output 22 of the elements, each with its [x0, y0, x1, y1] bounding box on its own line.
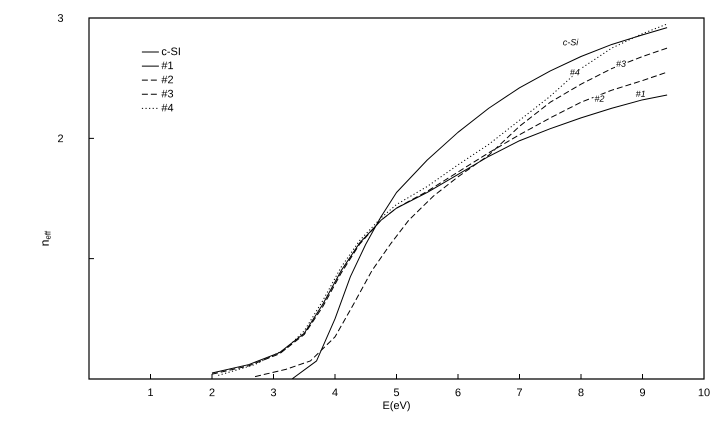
x-tick-label: 7 [517, 388, 522, 396]
x-tick-label: 5 [394, 388, 400, 396]
x-tick-label: 8 [578, 388, 584, 396]
x-tick-label: 4 [332, 388, 338, 396]
annotation: #2 [594, 95, 604, 102]
x-tick-label: 6 [456, 388, 461, 396]
annotation: #4 [570, 69, 580, 76]
legend-label: #1 [161, 62, 174, 70]
legend-label: c-SI [162, 47, 180, 56]
legend-label: #4 [161, 104, 174, 112]
y-axis-title: n$_{eff}$ [42, 230, 51, 246]
x-tick-label: 3 [270, 388, 276, 396]
annotation: #3 [616, 60, 626, 67]
legend-label: #3 [161, 90, 174, 98]
legend-label: #2 [161, 76, 174, 84]
x-tick-label: 1 [148, 388, 154, 396]
x-tick-label: 2 [210, 388, 214, 396]
x-tick-label: 9 [640, 388, 646, 396]
annotation: c-Si [563, 38, 578, 46]
annotation: #1 [636, 90, 645, 97]
x-tick-label: 10 [698, 388, 710, 396]
x-axis-title: E(eV) [383, 401, 410, 412]
